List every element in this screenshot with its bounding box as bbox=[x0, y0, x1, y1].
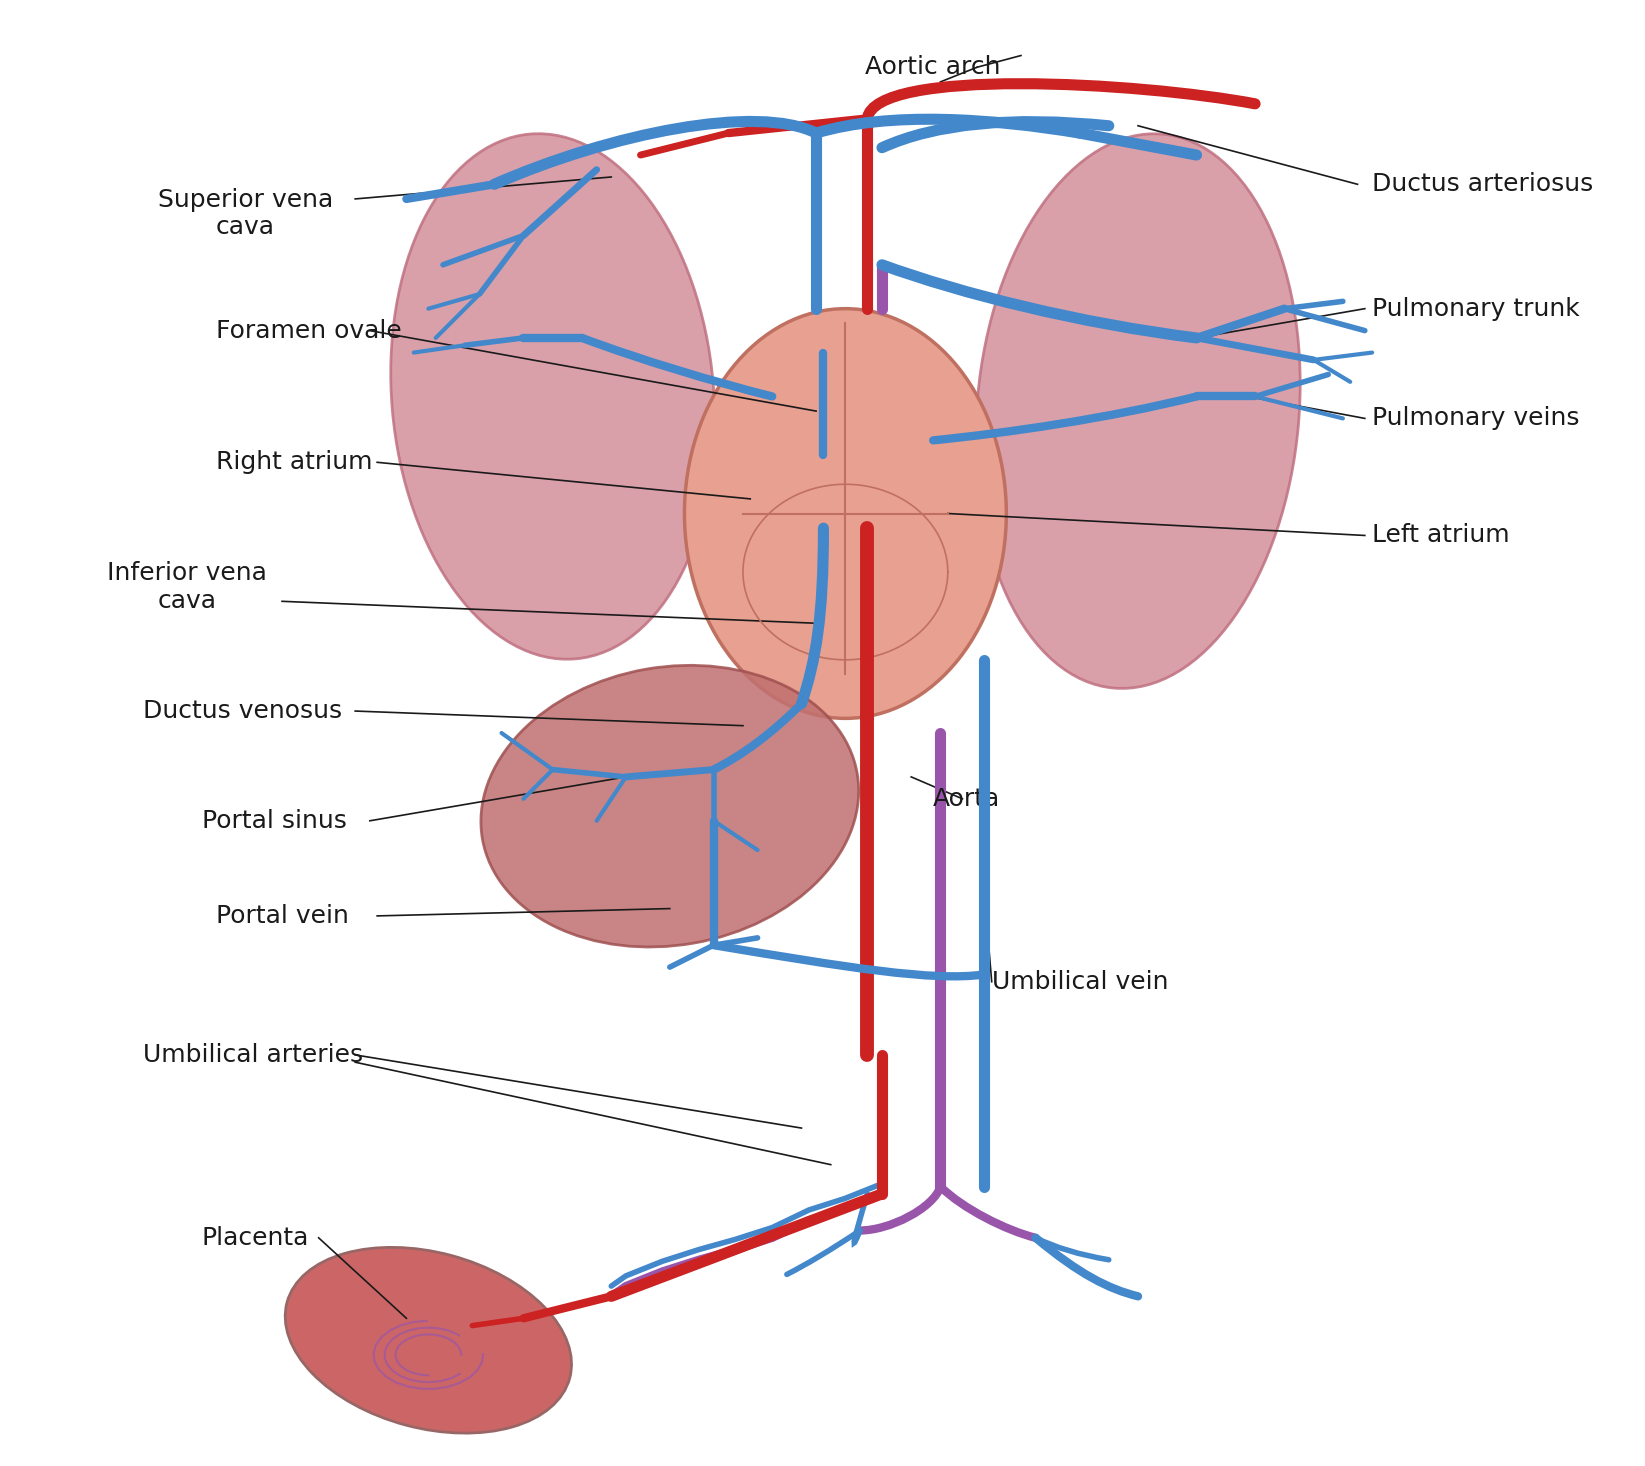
Text: Ductus arteriosus: Ductus arteriosus bbox=[1372, 173, 1594, 196]
Text: Placenta: Placenta bbox=[202, 1226, 309, 1250]
Text: Portal vein: Portal vein bbox=[215, 905, 349, 928]
Ellipse shape bbox=[285, 1248, 571, 1434]
Text: Pulmonary veins: Pulmonary veins bbox=[1372, 406, 1579, 431]
Ellipse shape bbox=[480, 666, 859, 947]
Ellipse shape bbox=[392, 133, 714, 660]
Text: Pulmonary trunk: Pulmonary trunk bbox=[1372, 296, 1579, 321]
Text: Portal sinus: Portal sinus bbox=[202, 809, 347, 833]
Text: Right atrium: Right atrium bbox=[215, 450, 373, 475]
Text: Inferior vena
cava: Inferior vena cava bbox=[107, 561, 266, 613]
Ellipse shape bbox=[684, 309, 1007, 718]
Text: Ductus venosus: Ductus venosus bbox=[143, 699, 342, 723]
Text: Umbilical arteries: Umbilical arteries bbox=[143, 1042, 364, 1067]
Text: Left atrium: Left atrium bbox=[1372, 523, 1510, 547]
Ellipse shape bbox=[975, 133, 1300, 689]
Text: Foramen ovale: Foramen ovale bbox=[215, 318, 401, 343]
Text: Aorta: Aorta bbox=[933, 787, 1000, 811]
Text: Umbilical vein: Umbilical vein bbox=[992, 969, 1168, 994]
Text: Aortic arch: Aortic arch bbox=[865, 56, 1000, 79]
Text: Superior vena
cava: Superior vena cava bbox=[158, 188, 332, 239]
